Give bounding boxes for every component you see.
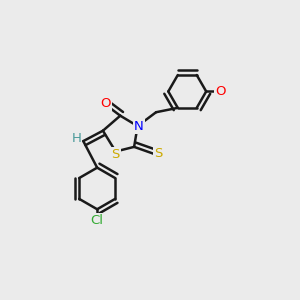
Text: Cl: Cl: [91, 214, 104, 227]
Text: S: S: [154, 147, 162, 160]
Text: H: H: [71, 132, 81, 145]
Text: N: N: [134, 120, 144, 133]
Text: S: S: [111, 148, 120, 161]
Text: O: O: [100, 97, 110, 110]
Text: O: O: [215, 85, 226, 98]
